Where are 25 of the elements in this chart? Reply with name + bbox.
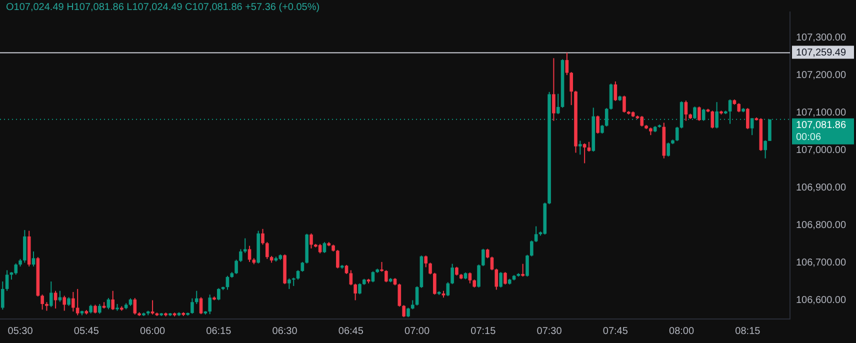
x-tick-label: 05:45 [74,326,100,337]
y-tick-label: 106,700.00 [796,257,846,268]
x-tick-label: 08:00 [669,326,694,337]
y-tick-label: 106,800.00 [796,220,846,231]
y-tick-label: 107,200.00 [796,70,846,81]
ref-line-label: 107,081.86 [796,120,846,132]
x-tick-label: 07:00 [404,326,430,337]
x-tick-label: 06:45 [338,326,364,337]
chart-title: O107,024.49 H107,081.86 L107,024.49 C107,081.86 +57.36 (+0.05%) [6,2,320,13]
x-tick-label: 08:15 [735,326,761,337]
y-tick-label: 106,600.00 [796,294,846,306]
x-tick-label: 06:00 [140,326,166,337]
text: 00:06 [796,132,822,144]
x-tick-label: 07:30 [536,326,562,337]
candlestick [292,278,296,286]
y-tick-label: 106,900.00 [796,182,846,194]
x-tick-label: 07:45 [602,326,628,337]
x-tick-label: 06:30 [272,326,298,337]
y-tick-label: 107,000.00 [796,144,846,156]
x-tick-label: 07:15 [470,326,496,337]
y-tick-label: 107,100.00 [796,107,846,118]
ref-line-label: 107,259.49 [796,47,846,58]
y-tick-label: 107,300.00 [796,32,846,44]
x-tick-label: 05:30 [8,326,34,337]
x-tick-label: 06:15 [206,326,232,337]
